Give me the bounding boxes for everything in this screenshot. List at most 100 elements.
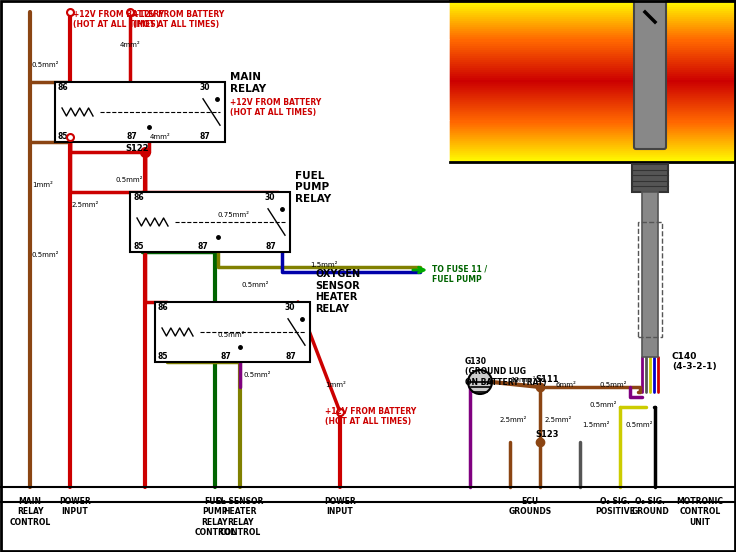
Text: 0.5mm²: 0.5mm² <box>217 332 244 338</box>
Bar <box>450 88 736 91</box>
Bar <box>450 25 736 28</box>
Text: 2.5mm²: 2.5mm² <box>545 417 573 423</box>
Text: S123: S123 <box>535 430 559 439</box>
Bar <box>450 80 736 83</box>
Text: 87: 87 <box>285 352 296 361</box>
Text: MAIN
RELAY: MAIN RELAY <box>230 72 266 94</box>
Bar <box>450 22 736 24</box>
Bar <box>450 56 736 59</box>
Text: POWER
INPUT: POWER INPUT <box>324 497 356 517</box>
Text: 10mm²: 10mm² <box>510 377 535 383</box>
Text: 87: 87 <box>127 132 137 141</box>
Bar <box>450 3 736 6</box>
Bar <box>450 92 736 95</box>
Bar <box>450 110 736 113</box>
Text: 87: 87 <box>220 352 231 361</box>
Bar <box>450 94 736 97</box>
Text: 0.5mm²: 0.5mm² <box>115 177 143 183</box>
Bar <box>450 23 736 26</box>
Text: 87: 87 <box>197 242 208 251</box>
Bar <box>450 114 736 118</box>
Bar <box>450 7 736 10</box>
Text: 0.5mm²: 0.5mm² <box>32 62 60 68</box>
Bar <box>130 192 290 252</box>
Bar <box>450 5 736 8</box>
Bar <box>450 19 736 22</box>
Text: MOTRONIC
CONTROL
UNIT: MOTRONIC CONTROL UNIT <box>676 497 723 527</box>
Text: 4mm²: 4mm² <box>150 134 171 140</box>
Text: 1.5mm²: 1.5mm² <box>582 422 609 428</box>
Bar <box>450 41 736 45</box>
Bar <box>450 76 736 79</box>
Text: O₂ SIG.
POSITIVE: O₂ SIG. POSITIVE <box>595 497 635 517</box>
Bar <box>450 46 736 49</box>
Bar <box>450 145 736 148</box>
Bar <box>450 131 736 134</box>
Bar <box>450 50 736 52</box>
Text: 30: 30 <box>285 303 295 312</box>
Bar <box>450 126 736 130</box>
Text: 0.5mm²: 0.5mm² <box>242 282 269 288</box>
Bar <box>450 9 736 12</box>
Bar <box>450 35 736 39</box>
Text: 86: 86 <box>133 193 144 202</box>
Text: 2.5mm²: 2.5mm² <box>500 417 528 423</box>
Bar <box>450 123 736 125</box>
Text: 87: 87 <box>200 132 210 141</box>
Bar <box>450 28 736 30</box>
Bar <box>450 129 736 131</box>
Bar <box>450 29 736 33</box>
Text: G130
(GROUND LUG
ON BATTERY TRAY): G130 (GROUND LUG ON BATTERY TRAY) <box>465 357 547 387</box>
Bar <box>450 139 736 142</box>
Bar <box>450 1 736 4</box>
Bar <box>450 90 736 93</box>
Text: 0.5mm²: 0.5mm² <box>32 252 60 258</box>
Text: 1mm²: 1mm² <box>32 182 53 188</box>
Text: 30: 30 <box>265 193 275 202</box>
Text: 1mm²: 1mm² <box>325 382 346 388</box>
Bar <box>450 11 736 14</box>
Bar <box>155 302 310 362</box>
Bar <box>450 62 736 65</box>
Text: S122: S122 <box>125 144 149 153</box>
Bar <box>450 40 736 43</box>
Bar <box>450 15 736 18</box>
Bar <box>450 52 736 55</box>
Bar <box>450 54 736 57</box>
Bar <box>450 159 736 162</box>
Bar <box>638 221 662 337</box>
Bar <box>450 135 736 137</box>
Bar <box>450 60 736 63</box>
Text: O₂ SIG.
GROUND: O₂ SIG. GROUND <box>631 497 669 517</box>
Text: 6mm²: 6mm² <box>555 382 576 388</box>
Bar <box>632 164 668 192</box>
Text: MAIN
RELAY
CONTROL: MAIN RELAY CONTROL <box>10 497 51 527</box>
Text: 0.5mm²: 0.5mm² <box>590 402 618 408</box>
Bar <box>450 38 736 40</box>
Bar <box>450 84 736 87</box>
Text: 0.5mm²: 0.5mm² <box>244 372 271 378</box>
Text: 30: 30 <box>200 83 210 92</box>
Text: +12V FROM BATTERY
(HOT AT ALL TIMES): +12V FROM BATTERY (HOT AT ALL TIMES) <box>73 10 164 29</box>
Text: OXYGEN
SENSOR
HEATER
RELAY: OXYGEN SENSOR HEATER RELAY <box>315 269 360 314</box>
Text: C140
(4-3-2-1): C140 (4-3-2-1) <box>672 352 717 371</box>
Bar <box>55 82 225 142</box>
Text: 2.5mm²: 2.5mm² <box>72 202 99 208</box>
Bar <box>450 78 736 81</box>
Bar <box>450 34 736 36</box>
Bar <box>450 98 736 101</box>
Bar <box>450 82 736 85</box>
Bar <box>450 153 736 156</box>
Bar <box>450 72 736 75</box>
Text: FUEL
PUMP
RELAY: FUEL PUMP RELAY <box>295 171 331 204</box>
Bar <box>450 74 736 77</box>
Bar <box>450 47 736 51</box>
Bar <box>450 120 736 124</box>
FancyBboxPatch shape <box>634 0 666 149</box>
Bar <box>450 157 736 160</box>
Bar <box>450 31 736 34</box>
Text: TO FUSE 11 /
FUEL PUMP: TO FUSE 11 / FUEL PUMP <box>432 265 487 284</box>
Bar <box>450 66 736 69</box>
Bar <box>450 149 736 152</box>
Text: POWER
INPUT: POWER INPUT <box>59 497 91 517</box>
